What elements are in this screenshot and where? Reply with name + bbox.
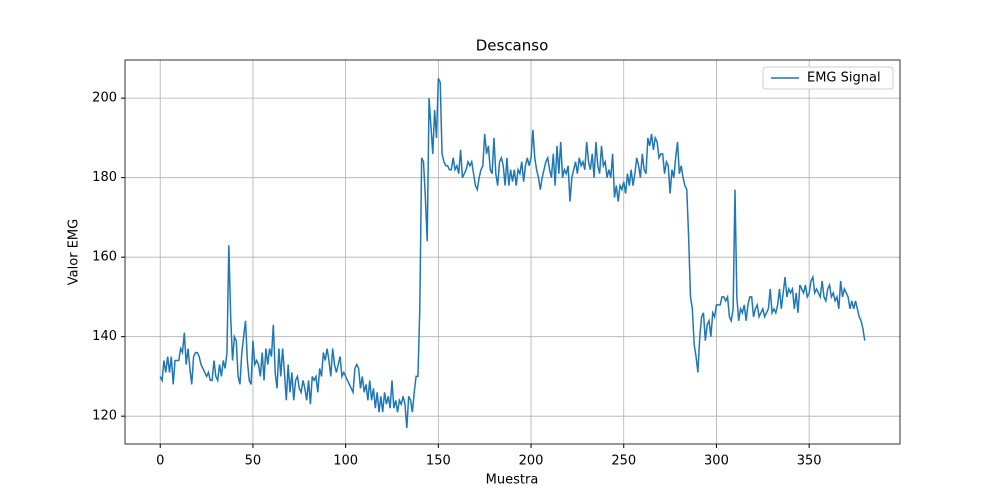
- y-tick-label: 140: [92, 329, 117, 344]
- y-tick-label: 120: [92, 409, 117, 424]
- x-tick-label: 250: [611, 454, 636, 469]
- y-axis-label: Valor EMG: [67, 219, 82, 285]
- legend-label: EMG Signal: [807, 71, 881, 86]
- legend-box: [762, 66, 894, 90]
- x-tick-label: 0: [156, 454, 164, 469]
- x-tick-label: 150: [426, 454, 451, 469]
- x-axis-label: Muestra: [486, 473, 539, 488]
- x-tick-label: 200: [519, 454, 544, 469]
- x-tick-label: 50: [245, 454, 262, 469]
- plot-frame: [124, 59, 901, 445]
- y-tick-label: 160: [92, 250, 117, 265]
- legend: EMG Signal: [762, 66, 894, 90]
- line-series: [159, 77, 866, 429]
- x-tick-label: 100: [333, 454, 358, 469]
- x-tick-label: 350: [797, 454, 822, 469]
- x-tick-label: 300: [704, 454, 729, 469]
- y-tick-label: 200: [92, 91, 117, 106]
- y-tick-label: 180: [92, 170, 117, 185]
- chart-title: Descanso: [476, 37, 549, 55]
